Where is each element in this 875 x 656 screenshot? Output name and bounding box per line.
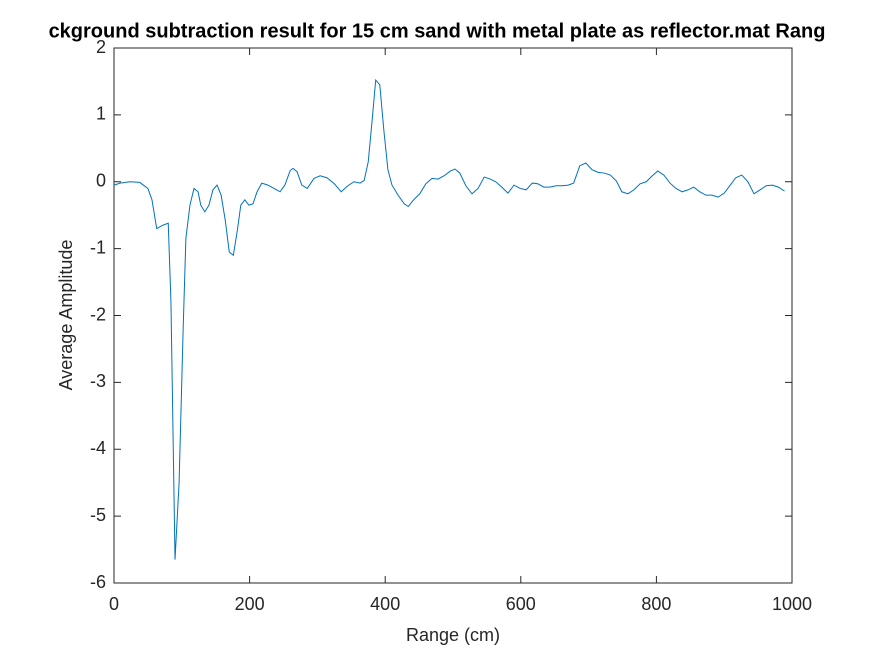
y-tick-label: 1: [96, 104, 106, 124]
x-tick-label: 600: [506, 594, 536, 614]
y-tick-label: -1: [90, 237, 106, 257]
chart-title: ckground subtraction result for 15 cm sa…: [49, 20, 826, 42]
x-tick-label: 1000: [772, 594, 812, 614]
y-tick-label: -4: [90, 438, 106, 458]
x-axis-label: Range (cm): [406, 625, 500, 645]
x-tick-label: 800: [641, 594, 671, 614]
y-axis-label: Average Amplitude: [56, 240, 76, 391]
y-tick-label: -5: [90, 505, 106, 525]
data-line: [113, 78, 785, 560]
y-tick-label: -2: [90, 304, 106, 324]
y-tick-label: 2: [96, 37, 106, 57]
y-tick-label: 0: [96, 171, 106, 191]
x-tick-label: 200: [235, 594, 265, 614]
y-tick-label: -3: [90, 371, 106, 391]
x-tick-label: 400: [370, 594, 400, 614]
y-tick-label: -6: [90, 572, 106, 592]
x-tick-label: 0: [109, 594, 119, 614]
